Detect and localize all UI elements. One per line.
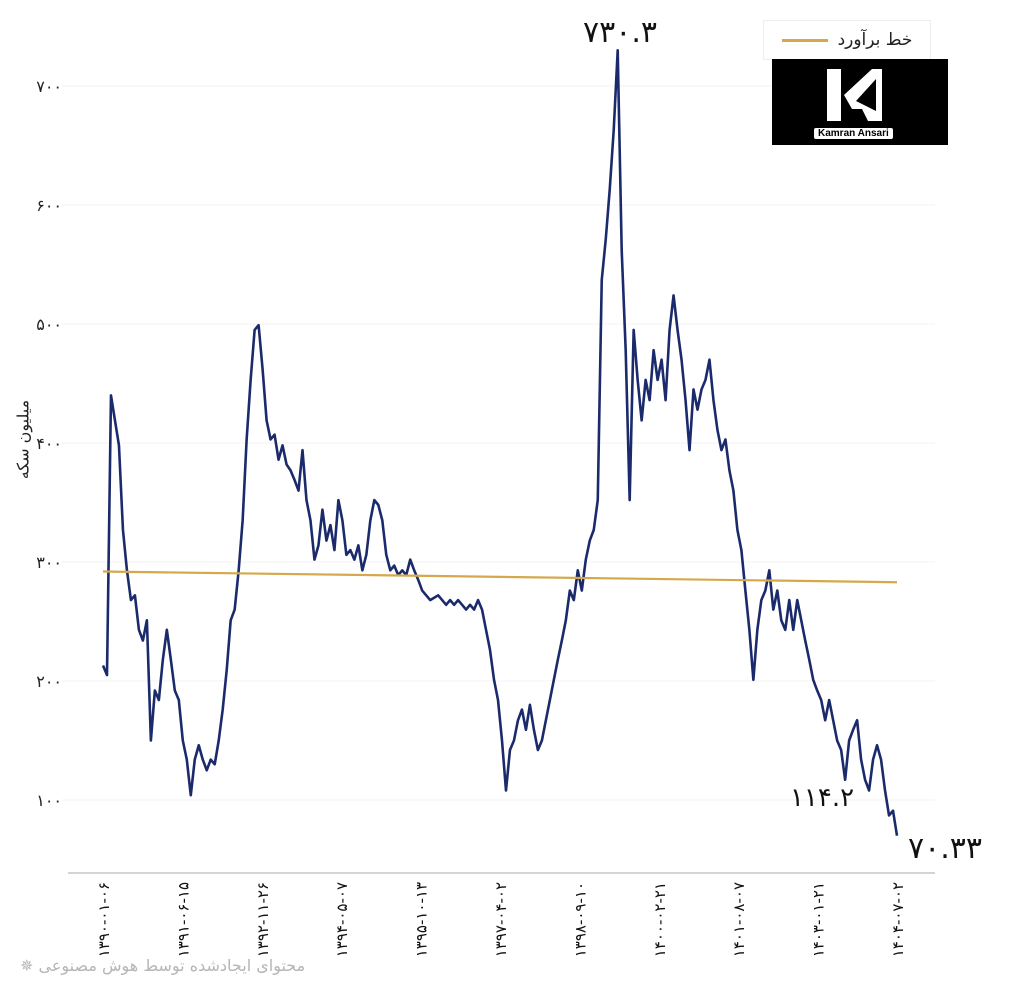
x-tick-label: ۱۳۹۴-۰۵-۰۷ bbox=[333, 882, 351, 957]
x-tick-label: ۱۳۹۸-۰۹-۱۰ bbox=[571, 882, 589, 957]
legend-label: خط برآورد bbox=[837, 30, 913, 50]
x-tick-label: ۱۴۰۳-۰۱-۲۱ bbox=[810, 882, 828, 957]
x-tick-label: ۱۳۹۱-۰۶-۱۵ bbox=[174, 882, 192, 957]
x-tick-label: ۱۳۹۵-۱۰-۱۳ bbox=[413, 882, 431, 957]
y-tick-label: ۳۰۰ bbox=[36, 553, 62, 572]
y-axis-label: میلیون سکه bbox=[13, 399, 33, 480]
legend-swatch bbox=[781, 38, 828, 42]
x-tick-label: ۱۳۹۲-۱۱-۲۶ bbox=[254, 882, 272, 957]
x-tick-label: ۱۴۰۴-۰۷-۰۲ bbox=[889, 882, 907, 957]
y-tick-label: ۵۰۰ bbox=[36, 315, 62, 334]
logo: Kamran Ansari bbox=[772, 59, 948, 145]
x-tick-label: ۱۴۰۰-۰۲-۲۱ bbox=[651, 882, 669, 957]
x-tick-label: ۱۳۹۷-۰۴-۰۲ bbox=[492, 882, 510, 957]
series-line bbox=[101, 48, 899, 836]
annotation-last: ۷۰.۳۳ bbox=[908, 831, 982, 866]
y-tick-label: ۴۰۰ bbox=[36, 434, 62, 453]
x-tick-label: ۱۴۰۱-۰۸-۰۷ bbox=[730, 882, 748, 957]
annotation-peak: ۷۳۰.۳ bbox=[583, 15, 657, 50]
y-tick-label: ۱۰۰ bbox=[36, 791, 62, 810]
logo-text: Kamran Ansari bbox=[814, 128, 893, 139]
legend: خط برآورد bbox=[763, 20, 931, 60]
x-tick-label: ۱۳۹۰-۰۱-۰۶ bbox=[95, 882, 113, 957]
logo-mark-icon bbox=[827, 69, 882, 121]
y-tick-label: ۷۰۰ bbox=[36, 77, 62, 96]
y-tick-label: ۲۰۰ bbox=[36, 672, 62, 691]
watermark: محتوای ایجادشده توسط هوش مصنوعی ✵ bbox=[20, 956, 306, 975]
trend-line bbox=[102, 570, 898, 584]
y-tick-label: ۶۰۰ bbox=[36, 196, 62, 215]
annotation-low: ۱۱۴.۲ bbox=[790, 783, 854, 813]
